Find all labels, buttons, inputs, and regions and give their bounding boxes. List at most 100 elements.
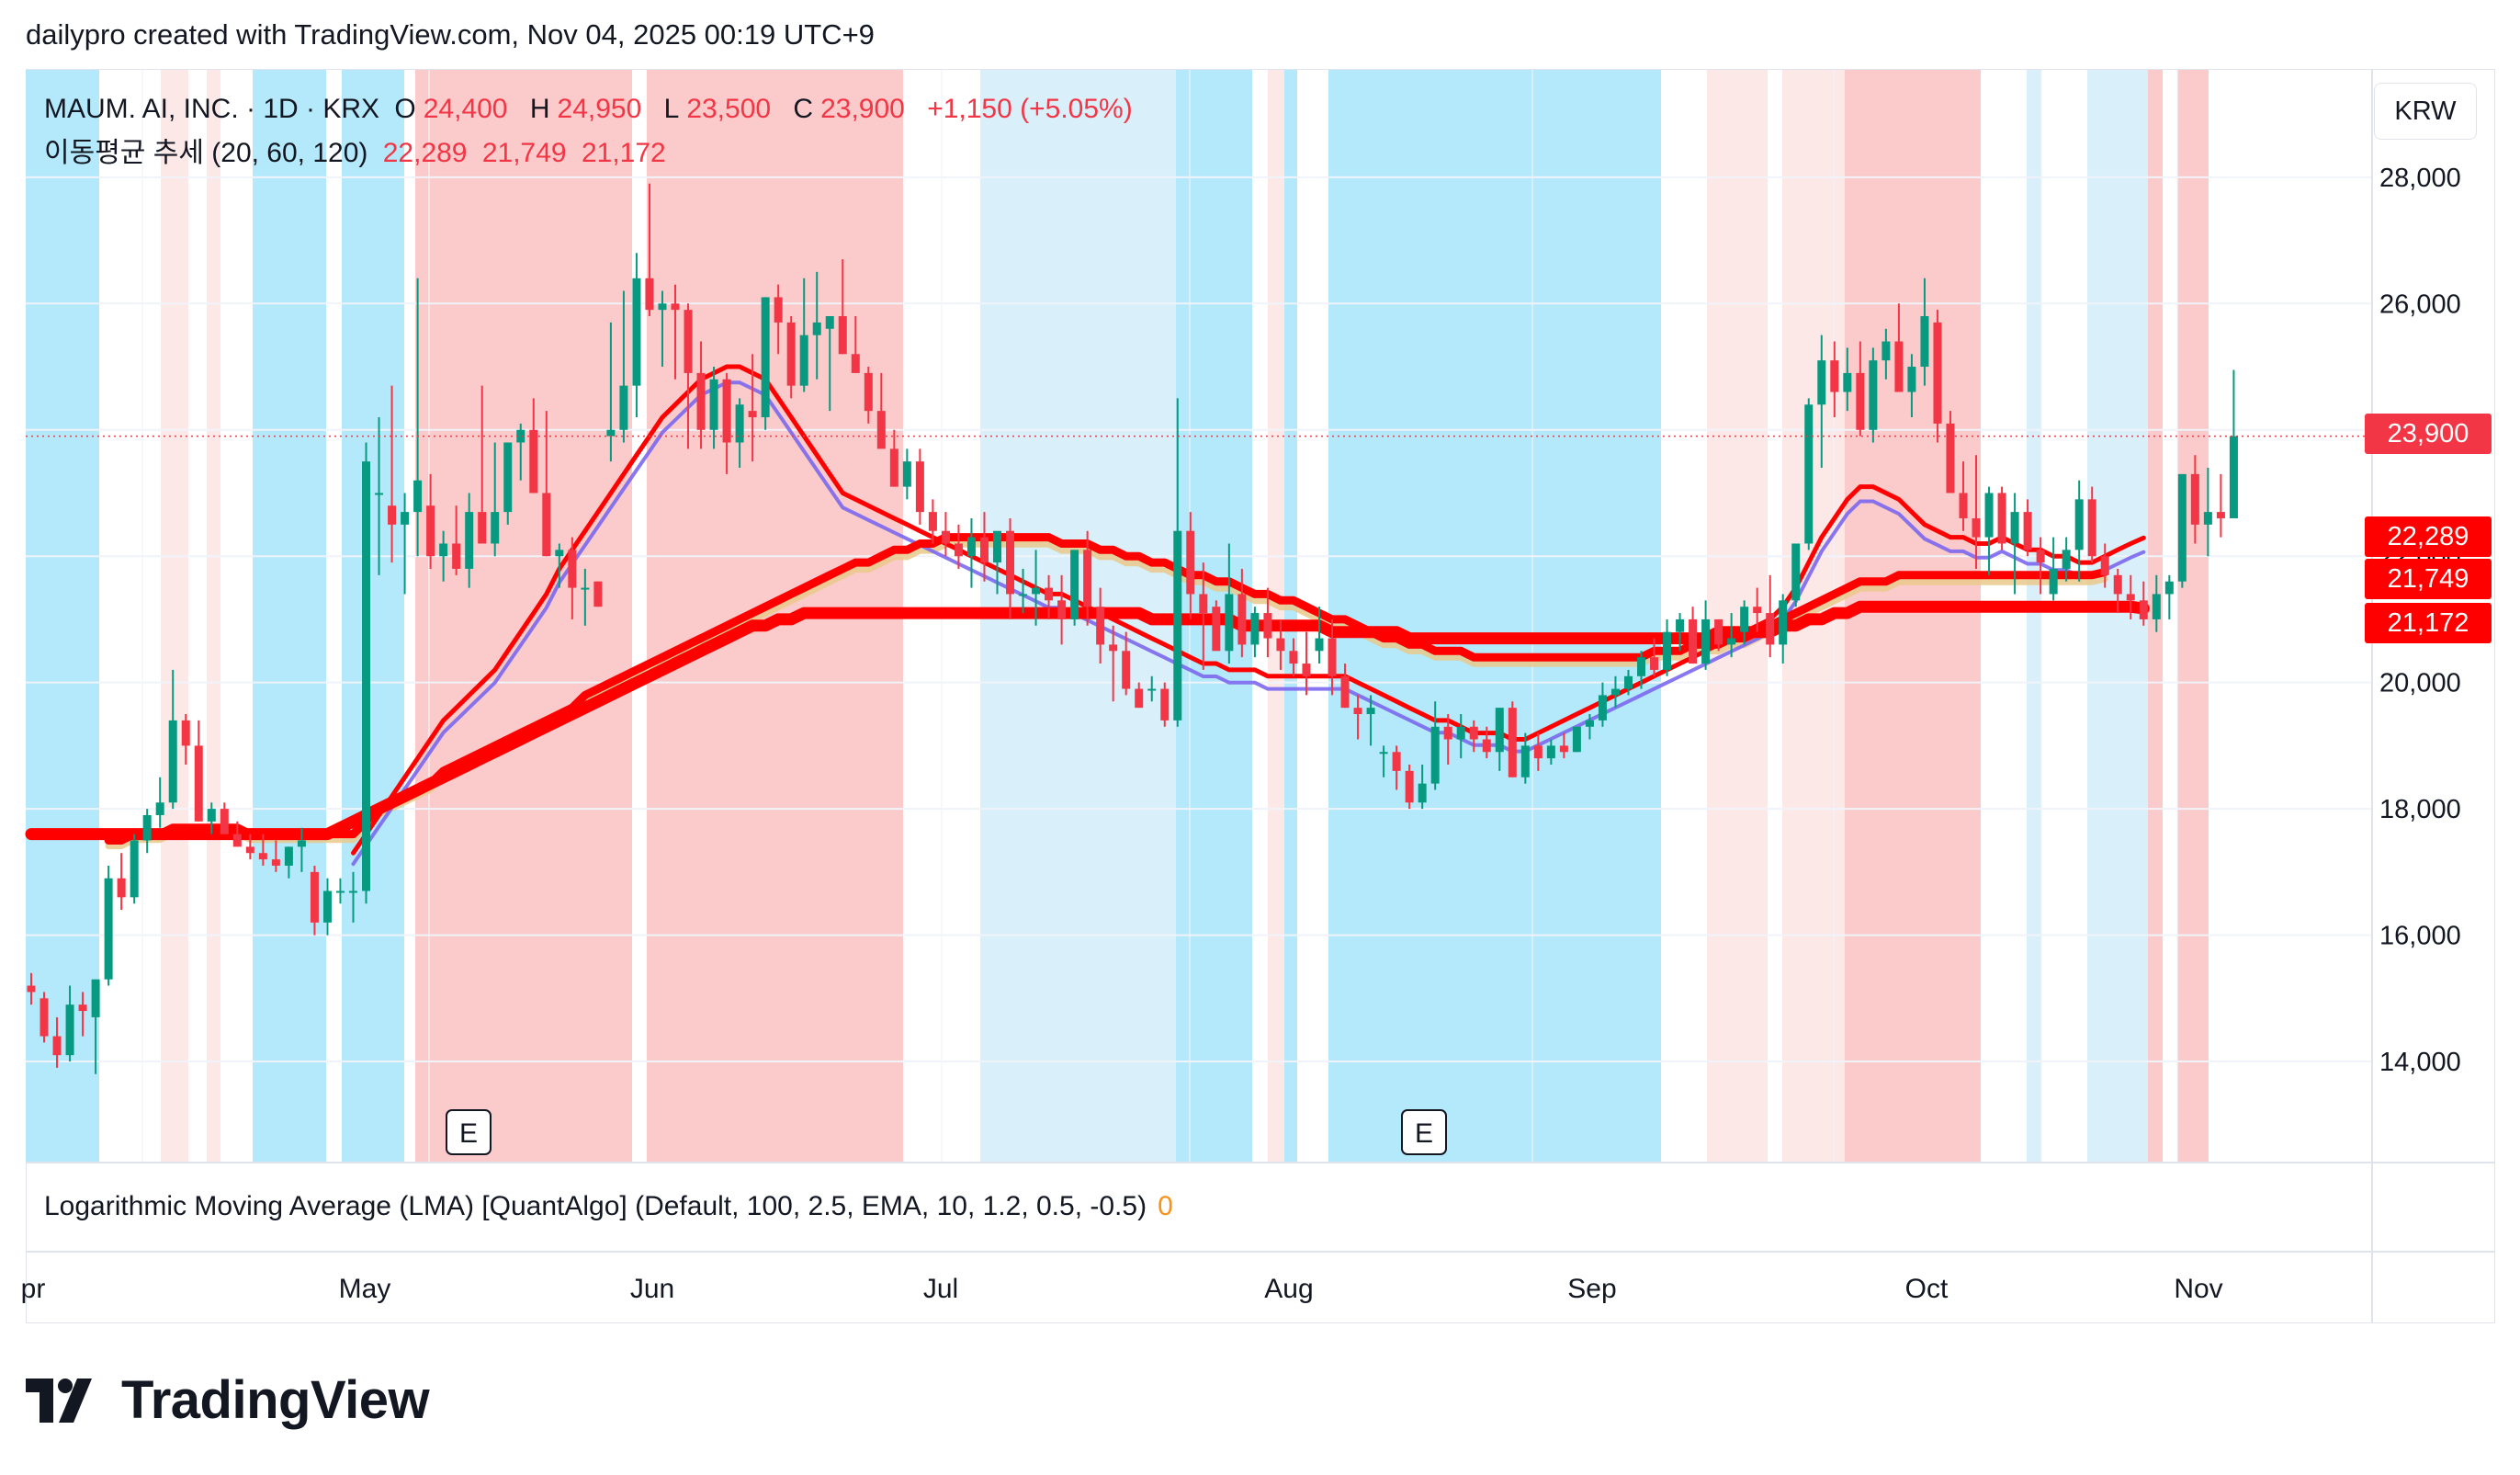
candle-body [1186, 530, 1195, 595]
candles [27, 183, 2238, 1074]
candle-body [1804, 404, 1814, 544]
candle-body [593, 581, 603, 607]
candle-body [825, 316, 834, 329]
candle-body [1173, 530, 1182, 720]
x-tick-label: Aug [1264, 1274, 1313, 1304]
candle-body [568, 550, 577, 588]
candle [1289, 638, 1298, 676]
candle-body [1366, 708, 1375, 715]
candle [812, 271, 821, 380]
candle [1546, 739, 1555, 766]
close-key: C [793, 94, 814, 124]
candle [310, 865, 319, 936]
candle [91, 979, 100, 1074]
tradingview-logo[interactable]: TradingView [26, 1369, 430, 1431]
candle [658, 290, 667, 368]
regime-band [253, 70, 326, 1163]
candle [1366, 695, 1375, 746]
candle [297, 827, 306, 872]
candle-body [1508, 708, 1517, 777]
candle-body [2126, 594, 2135, 601]
candle-body [91, 979, 100, 1017]
candle-body [284, 846, 293, 866]
candle [1225, 543, 1234, 664]
candle-body [2023, 512, 2032, 550]
indicator-pane-label[interactable]: Logarithmic Moving Average (LMA) [QuantA… [44, 1191, 1173, 1222]
candle [1959, 461, 1968, 531]
candle-body [1225, 594, 1234, 652]
candle [1199, 562, 1208, 670]
candle [181, 714, 190, 766]
candle-body [2100, 556, 2109, 575]
candle [1585, 714, 1594, 740]
candle [1533, 732, 1543, 771]
candle-body [2177, 473, 2187, 582]
candle [941, 512, 950, 557]
candle-body [1959, 493, 1968, 518]
candle-body [1533, 745, 1543, 759]
candle-body [1276, 638, 1285, 652]
candle-body [155, 802, 164, 815]
candle-body [297, 840, 306, 847]
tradingview-logo-icon [26, 1378, 92, 1423]
candle [271, 840, 280, 872]
candle-body [671, 303, 680, 311]
candle [1212, 600, 1221, 652]
candle-body [1817, 360, 1826, 405]
regime-band [1284, 70, 1297, 1163]
candle-body [1045, 587, 1054, 601]
candle [1173, 398, 1182, 727]
earnings-marker-label: E [1415, 1118, 1433, 1149]
ma-line-0 [351, 364, 2146, 856]
ohlc-row: MAUM. AI, INC. · 1D · KRX O 24,400 H 24,95… [44, 87, 1140, 131]
candle-body [954, 543, 963, 557]
candle-body [207, 809, 216, 822]
regime-band [1845, 70, 1981, 1163]
candle-body [1984, 493, 1994, 538]
candle [1559, 732, 1568, 759]
candle-body [966, 537, 976, 557]
candle-body [1830, 360, 1839, 392]
candle [876, 372, 886, 449]
y-tick-label: 14,000 [2379, 1048, 2461, 1077]
ma120-price-tag: 21,172 [2365, 603, 2492, 643]
x-tick-label: pr [21, 1274, 46, 1304]
candle-body [1856, 372, 1865, 430]
earnings-marker-box [1401, 1109, 1447, 1155]
candle [1263, 587, 1272, 658]
candle-body [928, 512, 937, 531]
candle-body [168, 720, 177, 803]
ma-label[interactable]: 이동평균 추세 (20, 60, 120) [44, 138, 368, 168]
candle [401, 493, 410, 595]
candle-body [478, 512, 487, 544]
candle-body [2074, 499, 2084, 550]
candle-body [1610, 688, 1620, 696]
candle-body [1637, 657, 1645, 676]
candle [1430, 701, 1440, 790]
currency-button[interactable]: KRW [2374, 83, 2477, 140]
symbol-label[interactable]: MAUM. AI, INC. · 1D · KRX [44, 94, 380, 124]
candle-body [465, 512, 474, 569]
candle-body [632, 278, 641, 386]
candle [1727, 613, 1736, 658]
ma20-price-tag: 22,289 [2365, 516, 2492, 557]
low-value: 23,500 [686, 94, 772, 124]
indicator-label: Logarithmic Moving Average (LMA) [QuantA… [44, 1191, 1147, 1221]
candle [516, 423, 525, 481]
candle-body [1972, 517, 1981, 538]
candle-body [1340, 675, 1350, 709]
candle-body [542, 493, 551, 557]
candle-body [1083, 550, 1092, 607]
candle-body [452, 543, 461, 569]
last-price-tag: 23,900 [2365, 414, 2492, 454]
candle [1340, 664, 1350, 709]
candle-body [1418, 783, 1427, 803]
candle-body [1753, 607, 1762, 614]
candle-body [1353, 708, 1362, 715]
candle [1623, 669, 1633, 696]
candle-body [439, 543, 448, 557]
candle-body [2216, 512, 2225, 518]
candle [1456, 714, 1465, 759]
candle [1083, 530, 1092, 626]
